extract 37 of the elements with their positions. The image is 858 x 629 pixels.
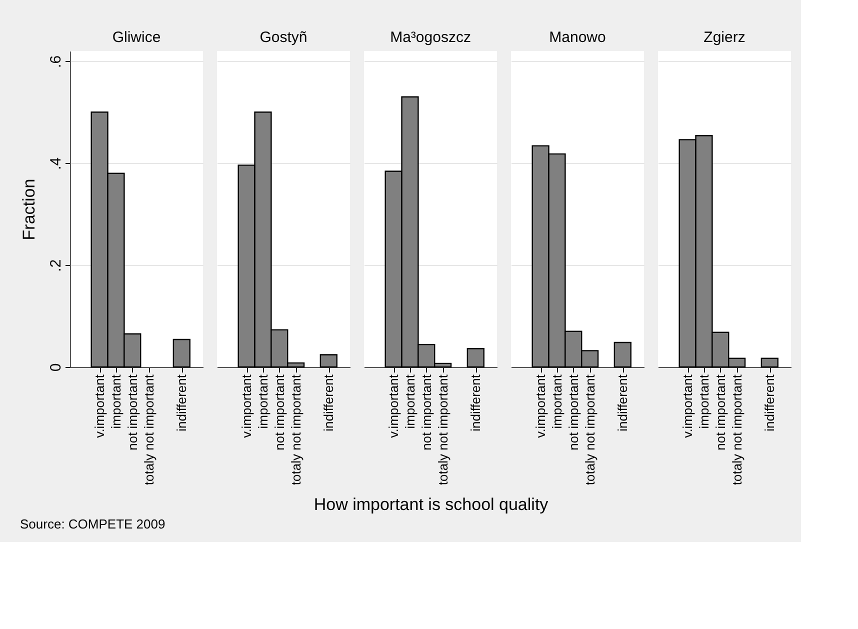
x-tick-label: not important	[272, 374, 287, 450]
x-tick-label: v.important	[239, 374, 254, 438]
x-tick-label: v.important	[92, 374, 108, 438]
y-tick-label: .6	[48, 55, 64, 68]
x-tick-label: v.important	[533, 374, 548, 438]
y-tick-label: .4	[48, 157, 64, 170]
x-tick-label: important	[108, 374, 124, 429]
y-tick-label: .2	[48, 259, 64, 272]
source-note: Source: COMPETE 2009	[20, 516, 166, 532]
x-tick-label: indifferent	[468, 374, 484, 432]
x-tick-label: important	[255, 374, 270, 429]
x-tick-label: totaly not important	[288, 374, 304, 486]
x-tick-label: important	[402, 374, 418, 429]
x-axis-title: How important is school quality	[314, 495, 549, 514]
x-tick-label: indifferent	[321, 374, 336, 432]
chart-title: Manowo	[549, 29, 606, 46]
x-tick-label: indifferent	[762, 374, 778, 432]
x-tick-label: totaly not important	[141, 374, 156, 486]
chart-title: Ma³ogoszcz	[390, 29, 471, 46]
chart-title: Zgierz	[704, 29, 746, 46]
y-axis-title: Fraction	[20, 178, 38, 240]
x-tick-label: important	[696, 374, 712, 429]
y-tick-label: 0	[48, 363, 64, 372]
x-tick-label: not important	[418, 374, 434, 450]
x-tick-label: not important	[566, 374, 581, 450]
chart-title: Gostyñ	[260, 29, 308, 46]
x-tick-label: not important	[712, 374, 728, 450]
x-tick-label: indifferent	[174, 374, 190, 432]
x-tick-label: v.important	[680, 374, 696, 438]
x-tick-label: v.important	[386, 374, 402, 438]
x-tick-label: totaly not important	[582, 374, 598, 486]
chart-title: Gliwice	[112, 29, 161, 46]
x-tick-label: totaly not important	[435, 374, 450, 486]
x-tick-label: not important	[124, 374, 140, 450]
x-tick-label: totaly not important	[729, 374, 744, 486]
x-tick-label: indifferent	[615, 374, 630, 432]
x-tick-label: important	[549, 374, 564, 429]
